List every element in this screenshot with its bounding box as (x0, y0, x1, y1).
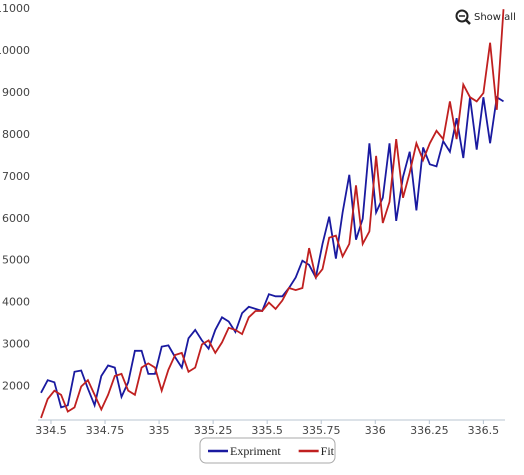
legend-box (199, 437, 336, 464)
show-all-label[interactable]: Show all (474, 12, 516, 23)
legend-label: Expriment (230, 444, 281, 458)
legend: Expriment Fit (208, 444, 335, 458)
legend-label: Fit (321, 444, 335, 458)
x-tick-label: 334.5 (35, 424, 67, 437)
x-tick-label: 335.75 (302, 424, 341, 437)
x-tick-label: 336.5 (468, 424, 500, 437)
y-tick-label: 3000 (2, 338, 30, 351)
series-line (40, 95, 504, 409)
x-tick-label: 334.75 (86, 424, 125, 437)
y-tick-label: 9000 (2, 86, 30, 99)
y-tick-label: 7000 (2, 170, 30, 183)
y-tick-label: 10000 (0, 44, 30, 57)
y-tick-label: 5000 (2, 254, 30, 267)
y-tick-label: 8000 (2, 128, 30, 141)
x-tick-label: 335.5 (251, 424, 283, 437)
y-tick-label: 4000 (2, 296, 30, 309)
zoom-icon-handle (465, 19, 471, 25)
zoom-icon (455, 9, 469, 23)
series-line (40, 9, 505, 419)
show-all-button[interactable]: Show all (455, 9, 516, 25)
y-tick-label: 6000 (2, 212, 30, 225)
y-tick-label: 2000 (2, 379, 30, 392)
x-tick-label: 335 (149, 424, 170, 437)
y-tick-label: 11000 (0, 2, 30, 15)
x-tick-label: 336 (365, 424, 386, 437)
x-tick-label: 335.25 (194, 424, 233, 437)
x-tick-label: 336.25 (410, 424, 449, 437)
